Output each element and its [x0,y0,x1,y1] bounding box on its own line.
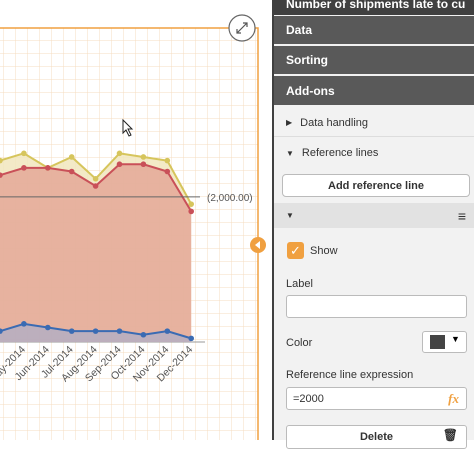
caret: ▼ [286,148,294,158]
toggle-arrow [255,241,260,249]
subsection-title: Reference lines [301,147,379,159]
caret: ▼ [286,211,294,220]
point [0,172,3,178]
item-header[interactable]: ▼ ≡ [274,203,474,228]
section-header[interactable]: Add-ons [274,76,474,105]
add-button[interactable]: Add reference line [282,174,470,197]
point [92,183,99,189]
checkbox-label: Show [310,245,338,257]
point [68,154,75,160]
label-input[interactable] [286,295,467,318]
point [188,335,194,342]
point [164,168,171,175]
delete-button[interactable]: Delete 🗑 [286,425,467,449]
point [116,150,123,157]
trash-icon: 🗑 [442,428,458,442]
point [45,324,51,331]
point [92,175,99,182]
expand-icon [236,22,248,34]
section-header[interactable]: Sorting [274,46,474,74]
caret: ▶ [286,118,293,127]
point [116,328,123,334]
point [188,201,194,207]
point [116,161,123,168]
subsection-header[interactable]: ▼ Reference lines [274,139,474,167]
section-header[interactable]: Data [274,16,474,44]
point [164,157,171,164]
subsection-header[interactable]: ▶ Data handling [274,109,474,137]
cursor [122,118,134,137]
point [140,161,147,168]
point [140,154,147,160]
point [140,331,147,338]
color-swatch [430,335,445,349]
point [164,328,171,334]
point [68,328,75,334]
panel-title: Number of shipments late to cu [274,0,474,15]
point [21,150,27,157]
color-picker[interactable]: ▼ [422,331,467,353]
menu-icon[interactable]: ≡ [457,207,466,224]
area [0,164,192,342]
properties-panel: Number of shipments late to cu Data Sort… [272,0,474,449]
delete-text: Delete [359,431,394,443]
point [45,165,51,171]
point [68,168,75,175]
point [0,328,3,334]
field-label: Label [286,278,313,290]
expression-text: =2000 [293,392,324,405]
expression-input[interactable]: =2000 fx [286,387,467,410]
selection-border [0,27,259,440]
point [21,321,27,327]
point [21,165,27,171]
subsection-title: Data handling [300,116,369,129]
point [0,157,3,164]
point [188,208,194,215]
fx-icon[interactable]: fx [448,391,459,406]
field-label: Color [286,337,313,349]
dropdown-arrow: ▼ [451,334,460,344]
reference-label: (2,000.00) [207,193,253,204]
field-label: Reference line expression [286,369,414,381]
chart: (2,000.00)May-2014Jun-2014Jul-2014Aug-20… [0,14,266,440]
checkbox[interactable]: ✓ [287,242,304,259]
point [92,328,99,334]
